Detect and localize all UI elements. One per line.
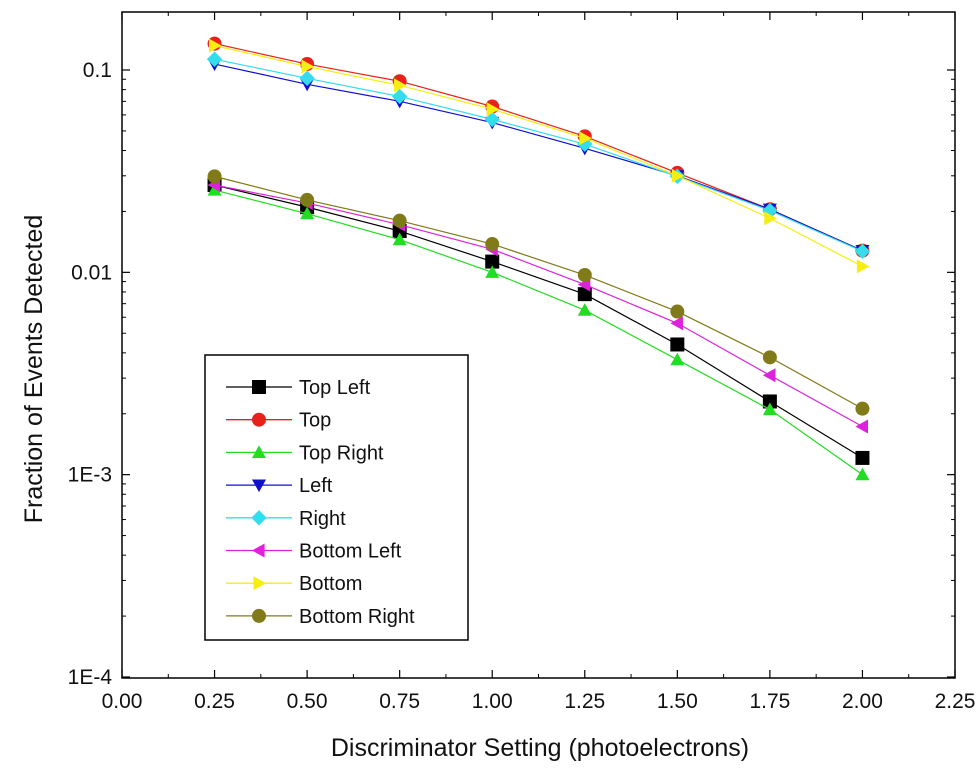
data-point	[207, 183, 222, 196]
y-tick-label: 1E-4	[68, 666, 113, 689]
data-point	[762, 394, 777, 409]
data-point	[206, 51, 223, 67]
x-tick-label: 2.00	[842, 690, 883, 713]
legend-marker	[252, 479, 266, 493]
data-point	[208, 38, 222, 53]
legend-marker	[251, 510, 267, 526]
data-point	[855, 419, 869, 434]
legend-marker	[252, 608, 266, 623]
data-point	[392, 213, 407, 228]
data-point	[392, 232, 407, 246]
legend-item: Right	[226, 508, 346, 530]
legend-box	[204, 354, 469, 641]
data-point	[484, 111, 500, 128]
data-point	[762, 350, 777, 365]
data-point	[670, 304, 685, 319]
data-point	[300, 206, 315, 220]
legend-item: Top	[226, 410, 331, 432]
legend-label: Bottom Left	[299, 541, 402, 563]
series-line	[214, 45, 863, 267]
data-point	[856, 259, 870, 274]
series-line	[214, 175, 863, 410]
x-tick-label: 1.50	[657, 690, 698, 713]
y-tick-label: 0.01	[71, 261, 112, 284]
data-point	[577, 287, 592, 302]
legend-item: Top Left	[226, 377, 371, 399]
data-point	[762, 202, 778, 219]
data-point	[854, 243, 871, 260]
y-tick-label: 1E-3	[68, 464, 112, 487]
data-point	[577, 136, 593, 152]
data-point	[670, 316, 683, 331]
x-tick-label: 0.25	[194, 690, 235, 713]
axes: 0.00 0.25 0.50 0.75 1.00 1.25 1.50 1.75 2.00 2.25…	[68, 11, 976, 713]
data-point	[300, 192, 315, 207]
x-tick-label: 0.50	[287, 690, 328, 713]
x-tick-label: 0.75	[379, 690, 420, 713]
x-axis-title: Discriminator Setting (photoelectrons)	[331, 734, 749, 762]
legend: Top Left Top Top Right Left Right Bottom Left…	[204, 354, 469, 641]
x-tick-label: 1.00	[472, 690, 513, 713]
legend-marker	[252, 445, 266, 458]
series-bottom	[208, 38, 870, 274]
data-point	[670, 352, 685, 366]
series-line	[214, 63, 863, 252]
legend-item: Bottom	[226, 573, 362, 595]
data-point	[762, 368, 776, 383]
y-axis-title: Fraction of Events Detected	[20, 215, 48, 523]
data-point	[485, 254, 500, 269]
legend-marker	[252, 412, 266, 427]
y-tick-label: 0.1	[83, 59, 112, 82]
data-point	[579, 131, 592, 146]
data-point	[485, 265, 500, 278]
x-tick-label: 2.25	[935, 690, 976, 713]
x-tick-label: 1.25	[564, 690, 605, 713]
legend-label: Top Right	[299, 442, 384, 464]
legend-label: Bottom	[299, 573, 362, 595]
legend-item: Bottom Left	[226, 541, 402, 563]
series-top-right	[207, 183, 870, 481]
data-point	[577, 268, 592, 283]
series-line	[214, 58, 863, 252]
legend-marker	[252, 543, 265, 558]
legend-item: Bottom Right	[226, 606, 415, 628]
data-point	[391, 88, 408, 105]
data-point	[762, 402, 777, 416]
legend-label: Bottom Right	[299, 606, 415, 628]
legend-item: Left	[226, 475, 333, 497]
legend-item: Top Right	[226, 442, 384, 464]
data-point	[855, 401, 870, 416]
legend-label: Right	[299, 508, 346, 530]
data-point	[764, 211, 777, 226]
series-line	[214, 184, 863, 459]
legend-label: Left	[299, 475, 333, 497]
x-tick-label: 1.75	[749, 690, 790, 713]
series-bottom-right	[207, 169, 870, 416]
series-layer	[206, 36, 871, 481]
legend-marker	[253, 576, 266, 591]
data-point	[855, 467, 870, 481]
data-point	[855, 450, 870, 465]
data-point	[299, 70, 315, 86]
data-point	[207, 169, 222, 184]
series-line	[214, 184, 863, 428]
legend-label: Top Left	[299, 377, 371, 399]
series-line	[214, 189, 863, 476]
data-point	[485, 237, 500, 252]
data-point	[577, 303, 592, 316]
data-point	[301, 59, 315, 74]
data-point	[671, 168, 685, 183]
legend-marker	[252, 380, 266, 394]
data-point	[486, 102, 500, 117]
data-point	[670, 337, 685, 352]
x-tick-label: 0.00	[102, 690, 143, 713]
legend-label: Top	[299, 410, 331, 432]
series-left	[207, 58, 870, 258]
data-point	[394, 78, 407, 93]
series-right	[206, 51, 871, 260]
